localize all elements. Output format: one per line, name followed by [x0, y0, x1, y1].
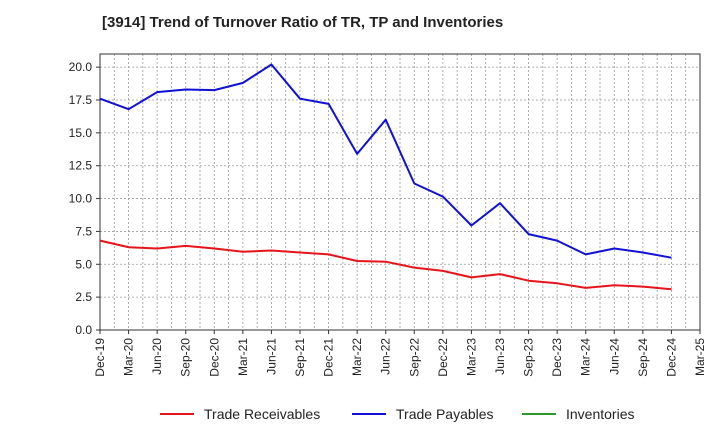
x-tick-label: Dec-20	[207, 338, 221, 377]
x-tick-label: Sep-21	[293, 338, 307, 377]
legend-label-trade-receivables: Trade Receivables	[204, 406, 320, 422]
x-tick-label: Mar-25	[693, 338, 707, 376]
y-tick-label: 17.5	[69, 93, 93, 107]
x-tick-label: Mar-23	[464, 338, 478, 376]
x-tick-label: Dec-21	[322, 338, 336, 377]
y-tick-label: 12.5	[69, 159, 93, 173]
y-tick-label: 15.0	[69, 126, 93, 140]
x-tick-label: Jun-24	[607, 338, 621, 375]
x-tick-label: Dec-22	[436, 338, 450, 377]
plot-frame	[99, 53, 701, 331]
x-tick-label: Mar-21	[236, 338, 250, 376]
y-tick-label: 0.0	[75, 323, 92, 337]
x-axis: Dec-19 Mar-20 Jun-20 Sep-20 Dec-20 Mar-21 Jun-…	[93, 330, 707, 377]
y-tick-label: 10.0	[69, 192, 93, 206]
legend: Trade Receivables Trade Payables Inventori…	[160, 406, 634, 422]
x-tick-label: Jun-23	[493, 338, 507, 375]
y-axis: 0.0 2.5 5.0 7.5 10.0 12.5 15.0 17.5 20.0	[69, 60, 100, 337]
x-tick-label: Sep-22	[407, 338, 421, 377]
y-tick-label: 20.0	[69, 60, 93, 74]
x-tick-label: Jun-22	[379, 338, 393, 375]
y-tick-label: 7.5	[75, 224, 92, 238]
x-tick-label: Mar-20	[122, 338, 136, 376]
x-tick-label: Sep-24	[636, 338, 650, 377]
y-tick-label: 2.5	[75, 290, 92, 304]
x-tick-label: Dec-19	[93, 338, 107, 377]
x-tick-label: Dec-23	[550, 338, 564, 377]
series-line-trade-payables	[99, 63, 672, 259]
x-tick-label: Jun-21	[264, 338, 278, 375]
x-tick-label: Dec-24	[664, 338, 678, 377]
x-tick-label: Sep-23	[522, 338, 536, 377]
y-tick-label: 5.0	[75, 257, 92, 271]
x-tick-label: Jun-20	[150, 338, 164, 375]
grid-lines	[99, 54, 701, 331]
series-lines	[99, 63, 672, 291]
series-line-trade-receivables	[99, 239, 672, 291]
legend-label-trade-payables: Trade Payables	[396, 406, 494, 422]
chart-title: [3914] Trend of Turnover Ratio of TR, TP…	[102, 14, 504, 31]
x-tick-label: Sep-20	[179, 338, 193, 377]
x-tick-label: Mar-22	[350, 338, 364, 376]
x-tick-label: Mar-24	[579, 338, 593, 376]
legend-label-inventories: Inventories	[566, 406, 634, 422]
